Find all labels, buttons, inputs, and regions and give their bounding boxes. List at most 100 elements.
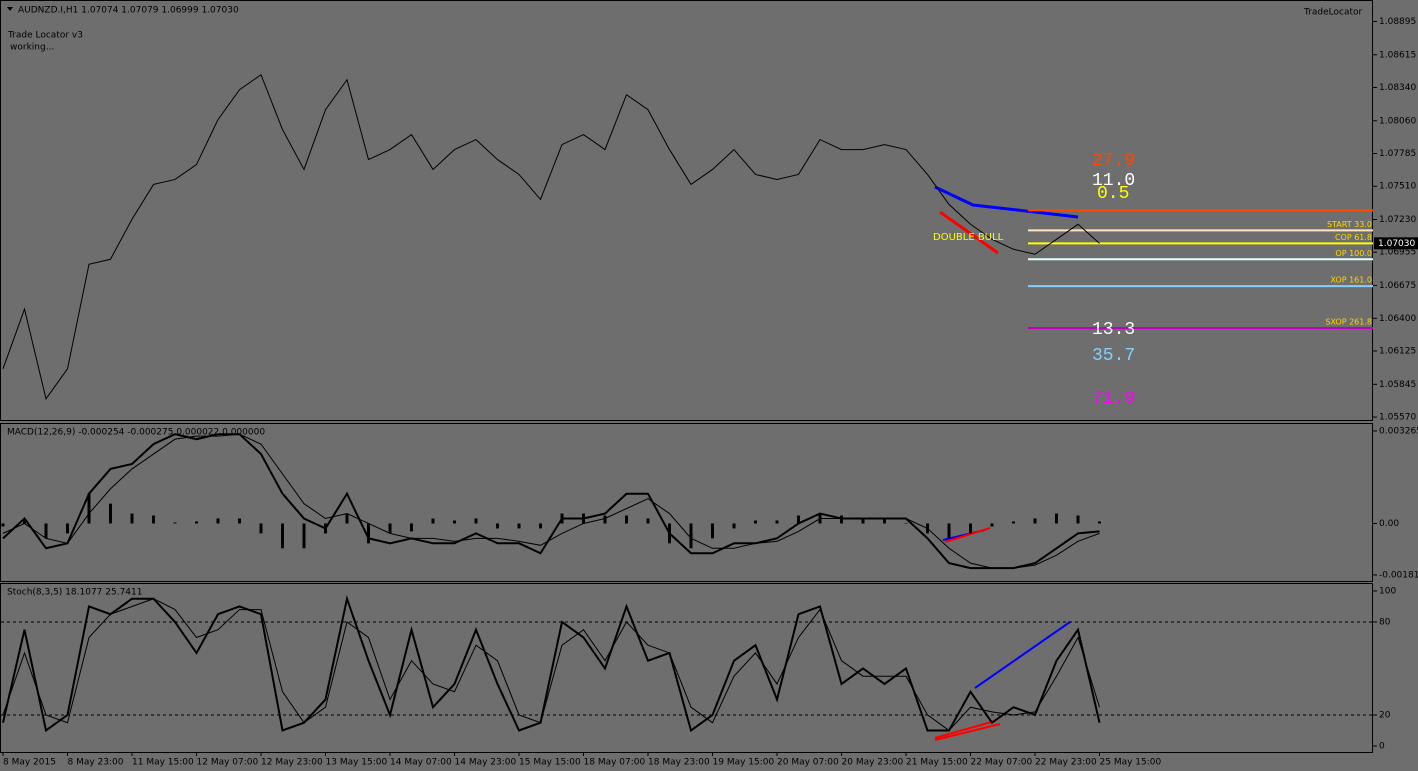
histogram-bar <box>775 520 779 524</box>
x-tick-label: 18 May 23:00 <box>648 758 710 768</box>
histogram-bar <box>23 520 26 524</box>
histogram-bar <box>238 518 241 524</box>
macd-panel-border <box>0 423 1373 582</box>
divergence-line <box>934 723 1001 741</box>
x-tick-label: 14 May 23:00 <box>455 758 517 768</box>
y-tick-label: 1.08340 <box>1379 83 1416 93</box>
x-tick-label: 20 May 23:00 <box>842 758 904 768</box>
annotation: 11.0 <box>1092 171 1135 191</box>
annotation: working... <box>10 43 54 53</box>
histogram-bar <box>109 503 112 524</box>
histogram-bar <box>1076 515 1080 524</box>
level-label: OP 100.0 <box>1335 249 1372 258</box>
histogram-bar <box>861 518 865 524</box>
y-tick-label: 100 <box>1379 586 1396 596</box>
y-tick-label: 1.06675 <box>1379 281 1416 291</box>
y-tick-label: 1.07230 <box>1379 215 1416 225</box>
histogram-bar <box>216 518 220 524</box>
x-tick-label: 18 May 07:00 <box>584 758 646 768</box>
histogram-bar <box>431 518 435 524</box>
histogram-bar <box>732 523 736 529</box>
divergence-line <box>974 621 1071 689</box>
panel-title: AUDNZD.I,H1 1.07074 1.07079 1.06999 1.07… <box>18 6 239 16</box>
divergence-line <box>934 185 1079 219</box>
level-label: XOP 161.0 <box>1330 276 1372 285</box>
histogram-bar <box>883 518 886 524</box>
histogram-bar <box>797 515 800 524</box>
y-tick-label: 1.07785 <box>1379 149 1416 159</box>
histogram-bar <box>367 523 370 544</box>
histogram-bar <box>689 523 693 549</box>
histogram-bar <box>646 518 650 524</box>
x-tick-label: 8 May 23:00 <box>68 758 124 768</box>
symbol-menu-arrow[interactable] <box>7 7 13 11</box>
x-tick-label: 8 May 2015 <box>3 758 56 768</box>
x-tick-label: 22 May 23:00 <box>1035 758 1097 768</box>
histogram-bar <box>152 515 155 524</box>
y-tick-label: 0 <box>1379 741 1385 751</box>
histogram-bar <box>1098 521 1101 524</box>
y-tick-label: 1.08060 <box>1379 116 1416 126</box>
y-tick-label: 80 <box>1379 617 1391 627</box>
y-tick-label: 1.06125 <box>1379 346 1416 356</box>
histogram-bar <box>302 523 306 549</box>
annotation: 13.3 <box>1092 320 1135 340</box>
annotation: 27.9 <box>1092 151 1135 171</box>
panel-title: MACD(12,26,9) -0.000254 -0.000275 0.0000… <box>7 428 265 438</box>
level-label: COP 61.8 <box>1335 233 1372 242</box>
histogram-bar <box>904 523 908 524</box>
histogram-bar <box>453 520 456 524</box>
series-line <box>2 598 1100 732</box>
x-tick-label: 13 May 15:00 <box>326 758 388 768</box>
y-tick-label: 1.06400 <box>1379 314 1416 324</box>
histogram-bar <box>195 521 198 524</box>
annotation: Trade Locator v3 <box>7 31 83 41</box>
histogram-bar <box>66 523 69 534</box>
annotation: 35.7 <box>1092 346 1135 366</box>
level-label: START 33.0 <box>1327 220 1372 229</box>
histogram-bar <box>388 523 392 534</box>
current-price-label: 1.07030 <box>1378 239 1415 249</box>
histogram-bar <box>969 523 972 534</box>
annotation: TradeLocator <box>1303 8 1363 18</box>
histogram-bar <box>539 523 542 529</box>
histogram-bar <box>603 515 607 524</box>
histogram-bar <box>1 523 5 527</box>
y-tick-label: 1.08615 <box>1379 50 1416 60</box>
y-tick-label: 1.05845 <box>1379 380 1416 390</box>
y-tick-label: 1.07510 <box>1379 182 1416 192</box>
histogram-bar <box>1012 521 1015 524</box>
stoch-panel-border <box>0 583 1373 753</box>
divergence-line <box>944 527 991 543</box>
histogram-bar <box>625 515 628 524</box>
series-line <box>2 433 1100 570</box>
annotation: DOUBLE BULL <box>933 232 1004 243</box>
x-tick-label: 12 May 23:00 <box>261 758 323 768</box>
series-line <box>2 73 1100 401</box>
current-price-box <box>1374 237 1418 250</box>
x-tick-label: 19 May 15:00 <box>713 758 775 768</box>
histogram-bar <box>474 518 478 524</box>
y-tick-label: 20 <box>1379 710 1391 720</box>
x-tick-label: 11 May 15:00 <box>132 758 194 768</box>
x-tick-label: 21 May 15:00 <box>906 758 968 768</box>
x-tick-label: 20 May 07:00 <box>777 758 839 768</box>
x-tick-label: 12 May 07:00 <box>197 758 259 768</box>
x-tick-label: 22 May 07:00 <box>971 758 1033 768</box>
series-line <box>2 433 1100 569</box>
histogram-bar <box>259 523 263 534</box>
level-label: SXOP 261.8 <box>1325 318 1372 327</box>
y-tick-label: 0.00 <box>1379 519 1399 529</box>
series-line <box>2 595 1101 733</box>
histogram-bar <box>281 523 284 549</box>
histogram-bar <box>517 523 521 529</box>
histogram-bar <box>87 493 91 524</box>
y-tick-label: -0.001815 <box>1379 570 1418 580</box>
x-tick-label: 15 May 15:00 <box>519 758 581 768</box>
histogram-bar <box>44 523 48 539</box>
panel-title: Stoch(8,3,5) 18.1077 25.7411 <box>7 588 142 598</box>
x-tick-label: 14 May 07:00 <box>390 758 452 768</box>
histogram-bar <box>410 523 413 532</box>
y-tick-label: 1.05570 <box>1379 413 1416 423</box>
